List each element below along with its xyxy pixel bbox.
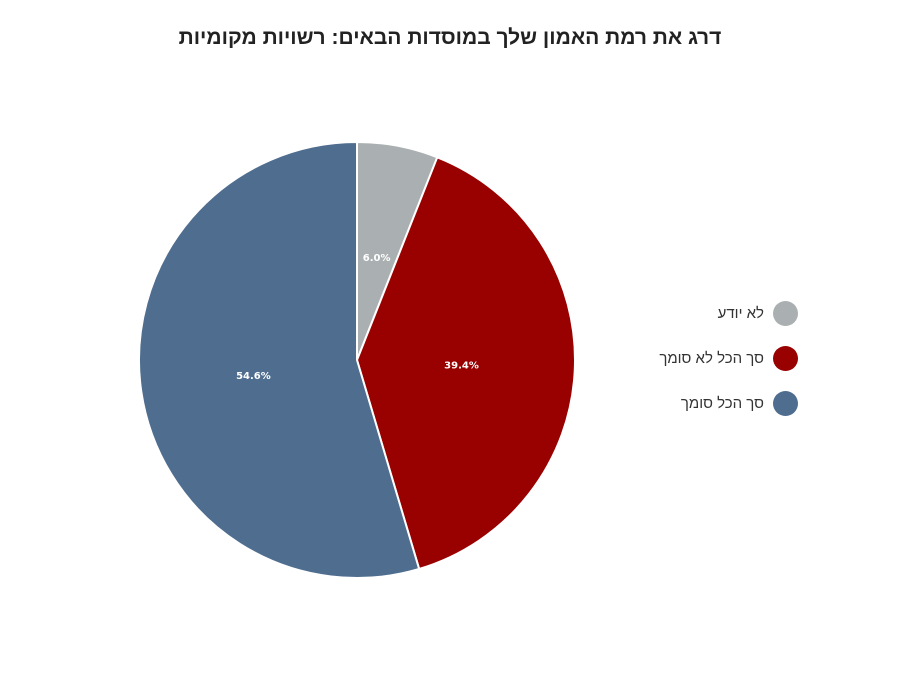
chart-title: דרג את רמת האמון שלך במוסדות הבאים: רשוי… <box>178 26 722 49</box>
legend-swatch-total-trust <box>773 391 798 416</box>
legend: לא יודע סך הכל לא סומך סך הכל סומך <box>659 300 798 435</box>
legend-swatch-total-distrust <box>773 346 798 371</box>
legend-label-dont-know: לא יודע <box>717 305 764 322</box>
legend-label-total-trust: סך הכל סומך <box>680 395 764 412</box>
pie-slice-total-distrust[interactable] <box>356 156 576 570</box>
legend-label-total-distrust: סך הכל לא סומך <box>659 350 764 367</box>
pie-slice-label-dont-know: 6.0% <box>363 253 391 264</box>
pie-slice-total-trust[interactable] <box>138 141 421 579</box>
legend-item-total-distrust[interactable]: סך הכל לא סומך <box>659 345 798 372</box>
pie-slices <box>138 141 576 579</box>
pie-slice-labels: 6.0% 39.4% 54.6% <box>236 253 479 382</box>
pie-slice-label-total-distrust: 39.4% <box>444 361 479 372</box>
legend-swatch-dont-know <box>773 301 798 326</box>
legend-item-total-trust[interactable]: סך הכל סומך <box>659 390 798 417</box>
pie-slice-label-total-trust: 54.6% <box>236 371 271 382</box>
legend-item-dont-know[interactable]: לא יודע <box>659 300 798 327</box>
